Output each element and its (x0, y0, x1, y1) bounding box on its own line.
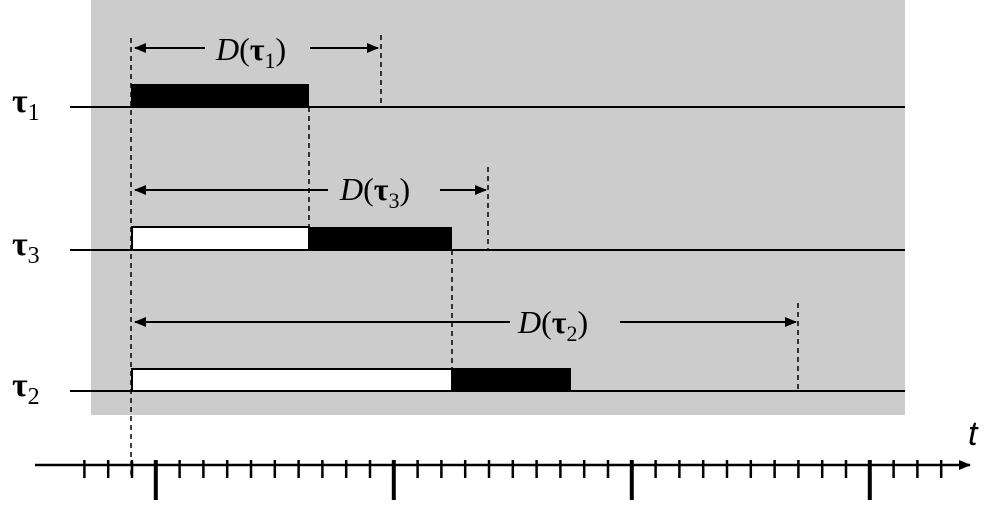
task-index: 1 (28, 100, 40, 126)
deadline-fn: D (215, 31, 239, 67)
deadline-index: 3 (389, 188, 400, 213)
task-label: τ2 (12, 367, 40, 410)
task-symbol: τ (12, 83, 28, 120)
execution-bar (309, 227, 452, 250)
task-label: τ3 (12, 226, 40, 269)
deadline-symbol: τ (374, 171, 389, 207)
execution-bar (452, 368, 571, 391)
deadline-label: D(τ3) (339, 171, 410, 213)
deadline-index: 1 (265, 48, 276, 73)
deadline-label: D(τ1) (215, 31, 286, 73)
task-symbol: τ (12, 367, 28, 404)
deadline-open: ( (363, 171, 374, 207)
axis-label: t (968, 415, 979, 453)
task-label: τ1 (12, 83, 40, 126)
deadline-symbol: τ (250, 31, 265, 67)
deadline-label: D(τ2) (517, 304, 588, 346)
task-index: 3 (28, 243, 40, 269)
deadline-open: ( (239, 31, 250, 67)
task-index: 2 (28, 384, 40, 410)
deadline-close: ) (578, 304, 589, 340)
deadline-close: ) (276, 31, 287, 67)
deadline-index: 2 (567, 321, 578, 346)
deadline-open: ( (541, 304, 552, 340)
axis-ticks (83, 460, 943, 500)
wait-bar (131, 226, 310, 251)
deadline-close: ) (400, 171, 411, 207)
deadline-fn: D (339, 171, 363, 207)
deadline-fn: D (517, 304, 541, 340)
background-panel (91, 0, 905, 415)
execution-bar (131, 84, 309, 107)
task-symbol: τ (12, 226, 28, 263)
wait-bar (131, 368, 453, 392)
deadline-symbol: τ (552, 304, 567, 340)
